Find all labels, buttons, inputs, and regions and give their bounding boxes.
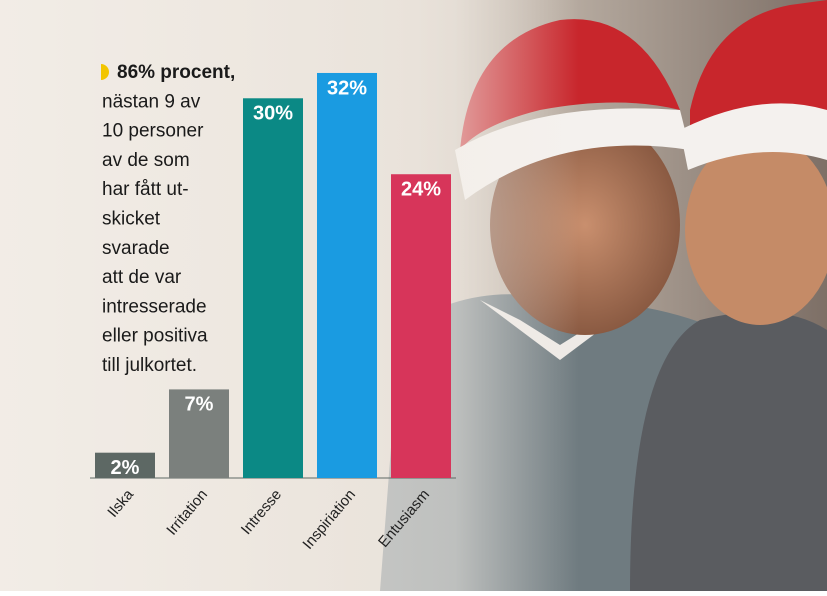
annotation-line: eller positiva bbox=[102, 326, 208, 347]
bullet bbox=[101, 64, 109, 80]
bar bbox=[243, 98, 303, 479]
annotation-line: har fått ut- bbox=[102, 179, 189, 200]
bar bbox=[169, 389, 229, 478]
annotation-line: 10 personer bbox=[102, 121, 204, 142]
annotation-line: skicket bbox=[102, 209, 161, 230]
value-label: 24% bbox=[401, 179, 441, 201]
value-label: 7% bbox=[185, 394, 214, 416]
annotation-line: intresserade bbox=[102, 296, 207, 317]
bar bbox=[317, 72, 377, 478]
annotation-line: att de var bbox=[102, 267, 182, 288]
annotation-line: nästan 9 av bbox=[102, 91, 201, 112]
annotation-line: till julkortet. bbox=[102, 355, 197, 376]
value-label: 30% bbox=[253, 103, 293, 125]
annotation-line: av de som bbox=[102, 150, 190, 171]
value-label: 2% bbox=[111, 457, 140, 479]
annotation: 86% procent, nästan 9 av 10 personer av de … bbox=[101, 62, 235, 376]
value-label: 32% bbox=[327, 77, 367, 99]
annotation-line: svarade bbox=[102, 238, 170, 259]
annotation-line: 86% procent, bbox=[117, 62, 235, 83]
bar bbox=[95, 452, 155, 478]
bar bbox=[391, 174, 451, 478]
